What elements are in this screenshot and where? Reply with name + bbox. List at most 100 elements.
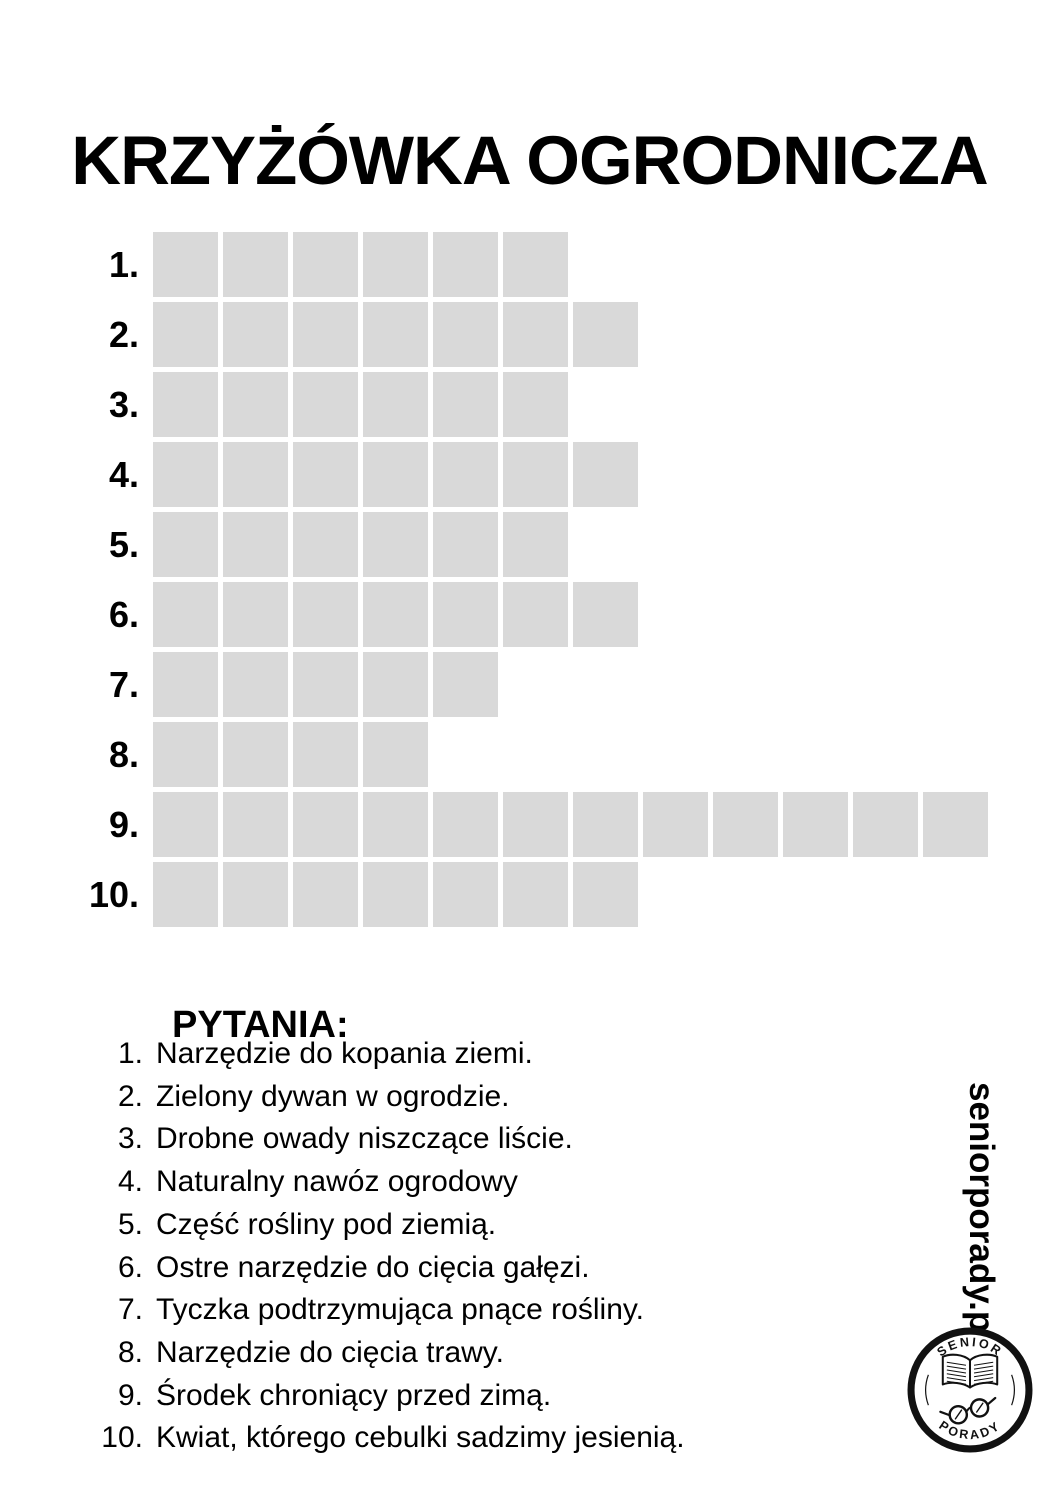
page-title: KRZYŻÓWKA OGRODNICZA bbox=[71, 122, 989, 200]
crossword-cell bbox=[153, 232, 218, 297]
crossword-cell bbox=[433, 582, 498, 647]
crossword-cell bbox=[503, 582, 568, 647]
crossword-cell bbox=[503, 442, 568, 507]
crossword-cell bbox=[433, 372, 498, 437]
question-number: 4. bbox=[117, 1165, 143, 1199]
crossword-cell bbox=[433, 442, 498, 507]
crossword-cell bbox=[363, 232, 428, 297]
crossword-cell bbox=[223, 232, 288, 297]
crossword-cell bbox=[153, 792, 218, 857]
question-item: 4. Naturalny nawóz ogrodowy bbox=[0, 1161, 685, 1204]
crossword-cell bbox=[293, 652, 358, 717]
question-text: Zielony dywan w ogrodzie. bbox=[156, 1079, 510, 1113]
glasses-icon bbox=[939, 1396, 997, 1425]
row-number: 6. bbox=[108, 593, 139, 635]
open-book-icon bbox=[941, 1353, 999, 1389]
question-text: Środek chroniący przed zimą. bbox=[156, 1378, 552, 1412]
crossword-cell bbox=[923, 792, 988, 857]
question-text: Część rośliny pod ziemią. bbox=[156, 1207, 497, 1241]
crossword-cell bbox=[433, 862, 498, 927]
row-number: 1. bbox=[108, 243, 139, 285]
row-number: 9. bbox=[108, 803, 139, 845]
row-cells bbox=[153, 372, 568, 437]
row-number: 5. bbox=[108, 523, 139, 565]
crossword-cell bbox=[363, 372, 428, 437]
crossword-cell bbox=[363, 512, 428, 577]
crossword-cell bbox=[293, 372, 358, 437]
row-cells bbox=[153, 442, 638, 507]
row-cells bbox=[153, 862, 638, 927]
question-item: 7. Tyczka podtrzymująca pnące rośliny. bbox=[0, 1289, 685, 1332]
crossword-cell bbox=[363, 442, 428, 507]
question-item: 9. Środek chroniący przed zimą. bbox=[0, 1375, 685, 1418]
crossword-row: 5. bbox=[0, 512, 988, 577]
site-url-watermark: seniorporady.pl bbox=[962, 1082, 1001, 1342]
crossword-cell bbox=[363, 722, 428, 787]
crossword-cell bbox=[433, 302, 498, 367]
crossword-cell bbox=[503, 862, 568, 927]
row-number: 7. bbox=[108, 663, 139, 705]
crossword-cell bbox=[363, 652, 428, 717]
crossword-cell bbox=[363, 862, 428, 927]
crossword-cell bbox=[433, 652, 498, 717]
crossword-cell bbox=[503, 792, 568, 857]
questions-heading: PYTANIA: bbox=[172, 1003, 349, 1046]
crossword-cell bbox=[853, 792, 918, 857]
row-cells bbox=[153, 302, 638, 367]
question-item: 6. Ostre narzędzie do cięcia gałęzi. bbox=[0, 1247, 685, 1290]
question-number: 3. bbox=[117, 1122, 143, 1156]
crossword-row: 2. bbox=[0, 302, 988, 367]
crossword-cell bbox=[293, 442, 358, 507]
crossword-cell bbox=[363, 302, 428, 367]
question-item: 3. Drobne owady niszczące liście. bbox=[0, 1118, 685, 1161]
crossword-cell bbox=[503, 372, 568, 437]
logo-left-arc bbox=[925, 1374, 929, 1406]
crossword-cell bbox=[573, 862, 638, 927]
crossword-cell bbox=[223, 652, 288, 717]
crossword-cell bbox=[363, 792, 428, 857]
crossword-cell bbox=[363, 582, 428, 647]
crossword-row: 1. bbox=[0, 232, 988, 297]
question-text: Drobne owady niszczące liście. bbox=[156, 1122, 573, 1156]
crossword-cell bbox=[573, 442, 638, 507]
row-cells bbox=[153, 232, 568, 297]
crossword-row: 10. bbox=[0, 862, 988, 927]
crossword-cell bbox=[293, 232, 358, 297]
crossword-cell bbox=[223, 722, 288, 787]
crossword-cell bbox=[223, 862, 288, 927]
logo-outer-circle bbox=[907, 1327, 1033, 1453]
crossword-cell bbox=[503, 302, 568, 367]
crossword-cell bbox=[153, 862, 218, 927]
question-item: 10. Kwiat, którego cebulki sadzimy jesie… bbox=[0, 1417, 684, 1460]
question-item: 5. Część rośliny pod ziemią. bbox=[0, 1204, 685, 1247]
question-number: 7. bbox=[117, 1293, 143, 1327]
row-number: 4. bbox=[108, 453, 139, 495]
crossword-cell bbox=[503, 232, 568, 297]
crossword-cell bbox=[573, 302, 638, 367]
crossword-cell bbox=[783, 792, 848, 857]
question-text: Narzędzie do cięcia trawy. bbox=[156, 1335, 504, 1369]
row-number: 10. bbox=[88, 873, 139, 915]
question-number: 8. bbox=[117, 1335, 143, 1369]
crossword-row: 6. bbox=[0, 582, 988, 647]
crossword-cell bbox=[223, 792, 288, 857]
seniorporady-logo: SENIOR PORADY bbox=[907, 1327, 1033, 1453]
question-item: 1. Narzędzie do kopania ziemi. bbox=[0, 1033, 685, 1076]
crossword-cell bbox=[223, 442, 288, 507]
question-item: 8. Narzędzie do cięcia trawy. bbox=[0, 1332, 685, 1375]
crossword-cell bbox=[223, 582, 288, 647]
crossword-cell bbox=[503, 512, 568, 577]
crossword-cell bbox=[153, 512, 218, 577]
crossword-cell bbox=[643, 792, 708, 857]
crossword-cell bbox=[153, 302, 218, 367]
question-text: Ostre narzędzie do cięcia gałęzi. bbox=[156, 1250, 590, 1284]
question-text: Tyczka podtrzymująca pnące rośliny. bbox=[156, 1293, 644, 1327]
question-number: 9. bbox=[117, 1378, 143, 1412]
crossword-cell bbox=[223, 512, 288, 577]
crossword-cell bbox=[713, 792, 778, 857]
row-cells bbox=[153, 722, 428, 787]
question-number: 6. bbox=[117, 1250, 143, 1284]
crossword-cell bbox=[293, 722, 358, 787]
question-number: 5. bbox=[117, 1207, 143, 1241]
